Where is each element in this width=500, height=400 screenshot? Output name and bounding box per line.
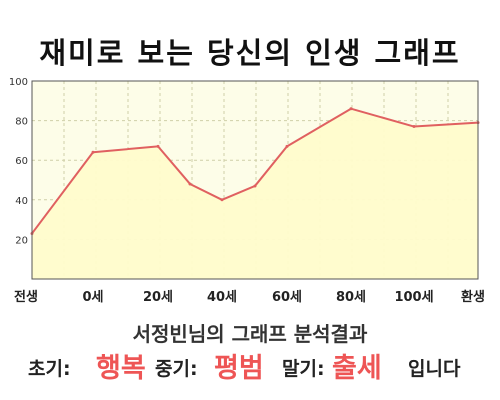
- x-tick-label: 100세: [394, 290, 433, 305]
- late-value: 출세: [332, 353, 382, 384]
- y-tick-label: 80: [15, 117, 28, 128]
- early-label: 초기:: [28, 358, 71, 380]
- data-point: [349, 107, 353, 111]
- analysis-subtitle: 서정빈님의 그래프 분석결과: [132, 322, 368, 346]
- middle-label: 중기:: [155, 358, 198, 380]
- life-line: [31, 107, 479, 235]
- x-tick-label: 80세: [336, 290, 366, 305]
- y-tick-label: 20: [15, 235, 28, 246]
- middle-value: 평범: [214, 353, 264, 384]
- plot-frame: [31, 80, 479, 280]
- area-fill: [32, 108, 478, 279]
- result-ending: 입니다: [408, 358, 461, 380]
- x-tick-label: 20세: [143, 290, 173, 305]
- analysis-result: 초기: 행복 중기: 평범 말기: 출세 입니다: [0, 344, 500, 384]
- early-value: 행복: [96, 353, 146, 384]
- y-tick-label: 40: [15, 196, 28, 207]
- data-point: [220, 198, 224, 202]
- x-tick-label: 0세: [82, 290, 103, 305]
- x-tick-label: 40세: [207, 290, 237, 305]
- data-point: [253, 184, 257, 188]
- data-point: [285, 144, 289, 148]
- x-tick-label: 환생: [461, 289, 485, 305]
- data-point: [412, 125, 416, 129]
- chart-title: 재미로 보는 당신의 인생 그래프: [39, 36, 461, 70]
- y-tick-label: 100: [9, 77, 28, 88]
- y-tick-label: 60: [15, 156, 28, 167]
- data-point: [156, 144, 160, 148]
- x-tick-label: 60세: [272, 290, 302, 305]
- x-tick-label: 전생: [14, 289, 38, 305]
- late-label: 말기:: [282, 358, 325, 380]
- data-point: [91, 150, 95, 154]
- data-point: [188, 182, 192, 186]
